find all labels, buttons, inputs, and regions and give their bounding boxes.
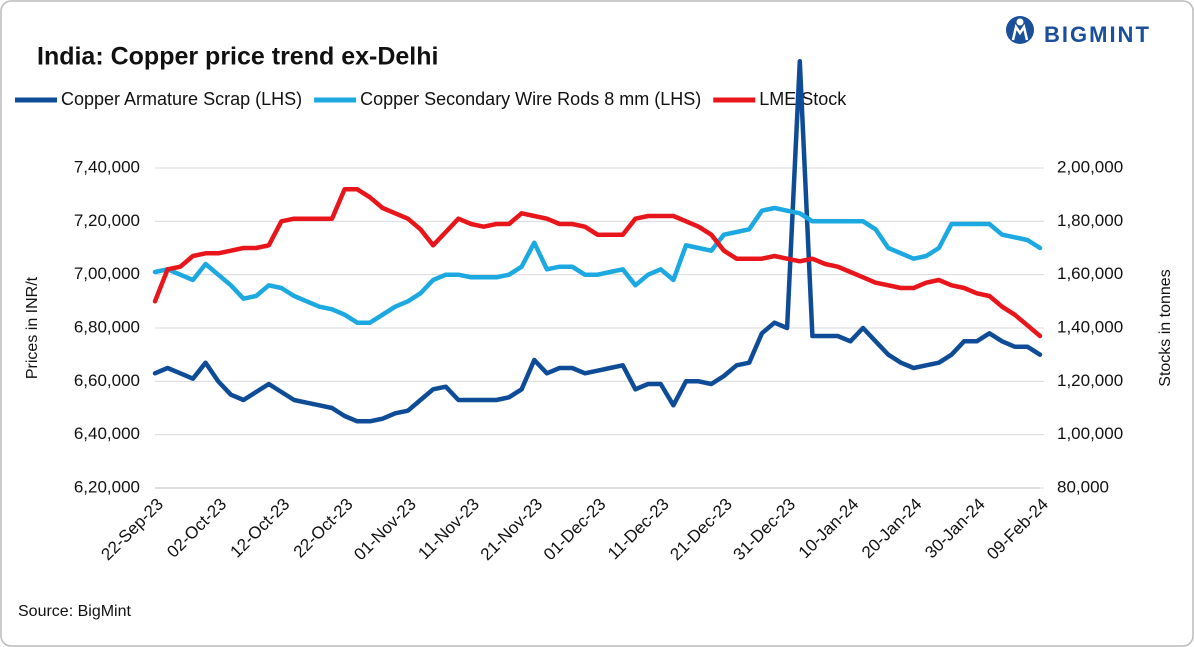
y-tick-label: 7,20,000 <box>74 211 140 230</box>
y-tick-label: 7,00,000 <box>74 264 140 283</box>
series-line <box>152 187 1043 339</box>
y2-tick-label: 1,20,000 <box>1057 371 1123 390</box>
y2-tick-label: 1,80,000 <box>1057 211 1123 230</box>
legend-label: Copper Armature Scrap (LHS) <box>61 89 302 109</box>
y-tick-label: 6,40,000 <box>74 424 140 443</box>
y-tick-label: 6,20,000 <box>74 477 140 496</box>
y2-tick-label: 1,40,000 <box>1057 317 1123 336</box>
y2-tick-label: 1,00,000 <box>1057 424 1123 443</box>
source: Source: BigMint <box>18 603 131 620</box>
y-tick-label: 6,60,000 <box>74 371 140 390</box>
y2-axis-title: Stocks in tonnes <box>1157 269 1174 386</box>
logo-text: BIGMINT <box>1044 22 1151 47</box>
legend: Copper Armature Scrap (LHS) Copper Second… <box>15 89 847 109</box>
series-line <box>152 59 1043 424</box>
y-axis-title: Prices in INR/t <box>24 276 41 379</box>
y2-tick-label: 80,000 <box>1057 477 1109 496</box>
legend-label: Copper Secondary Wire Rods 8 mm (LHS) <box>360 89 701 109</box>
y-tick-label: 6,80,000 <box>74 317 140 336</box>
y-tick-label: 7,40,000 <box>74 157 140 176</box>
logo: BIGMINT <box>1006 16 1151 47</box>
y2-tick-label: 1,60,000 <box>1057 264 1123 283</box>
y2-tick-label: 2,00,000 <box>1057 157 1123 176</box>
chart-title: India: Copper price trend ex-Delhi <box>37 43 438 71</box>
series-line <box>152 205 1043 325</box>
